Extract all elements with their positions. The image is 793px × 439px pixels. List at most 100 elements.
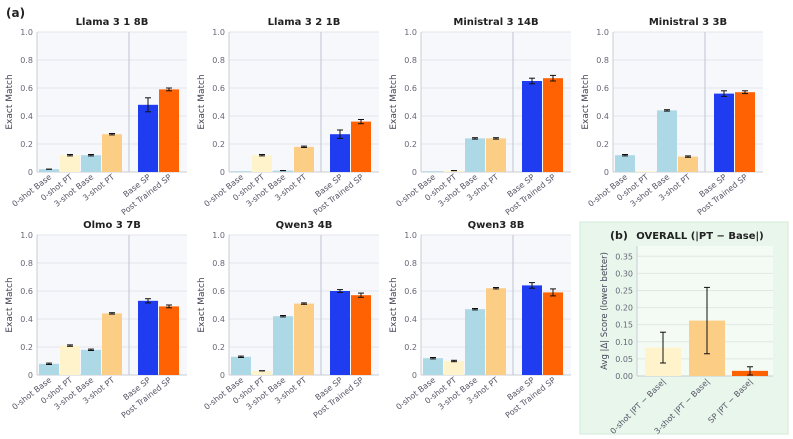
overall-panel: (b) OVERALL (|PT − Base|) 0.00 0.05 0.10 0.15… <box>579 221 789 436</box>
bar-0-shot-pt <box>636 171 656 172</box>
bar-3-shot-base <box>273 170 293 172</box>
y-tick-label: 0 <box>28 371 33 380</box>
panel-label-a: (a) <box>6 6 26 20</box>
subplot-title: Qwen3 4B <box>276 220 333 231</box>
bar-0-shot-base <box>423 171 443 172</box>
y-tick-label: 0.8 <box>212 259 225 268</box>
bar-0-shot-pt <box>252 370 272 375</box>
bar-base-sp <box>138 300 158 375</box>
bar-base-sp <box>522 285 542 375</box>
bar-0-shot-base <box>423 358 443 375</box>
y-tick-label: 0 <box>28 168 33 177</box>
bar-3-shot-base <box>657 110 677 172</box>
y-tick-label: 0.6 <box>20 84 33 93</box>
y-tick-label: 0.4 <box>20 315 33 324</box>
bar-0-shot-pt <box>444 361 464 375</box>
y-tick-label: 0.8 <box>20 259 33 268</box>
subplot-title: Llama 3 1 8B <box>76 17 149 28</box>
bar-post-trained-sp <box>543 292 563 375</box>
y-tick-label: 0.6 <box>404 287 417 296</box>
y-tick-label: 0.6 <box>20 287 33 296</box>
bar-0-shot-base <box>39 169 59 172</box>
subplot-title: OVERALL (|PT − Base|) <box>636 231 764 242</box>
y-tick-label: 0.6 <box>596 84 609 93</box>
y-tick-label: 0.00 <box>615 372 633 381</box>
y-tick-label: 0.8 <box>596 56 609 65</box>
y-tick-label: 1.0 <box>596 28 609 37</box>
panel-label-b: (b) <box>610 229 628 242</box>
y-tick-label: 0 <box>220 168 225 177</box>
y-tick-label: 1.0 <box>212 231 225 240</box>
y-tick-label: 0.2 <box>596 140 609 149</box>
y-tick-label: 0.4 <box>404 315 417 324</box>
y-axis-label: Exact Match <box>389 74 399 129</box>
y-tick-label: 0.8 <box>404 259 417 268</box>
y-tick-label: 0 <box>604 168 609 177</box>
y-tick-label: 0 <box>220 371 225 380</box>
y-tick-label: 0.6 <box>404 84 417 93</box>
y-axis-label: Exact Match <box>5 277 15 332</box>
bar-0-shot-base <box>231 356 251 375</box>
subplot-title: Qwen3 8B <box>468 220 525 231</box>
bar-post-trained-sp <box>159 306 179 375</box>
y-tick-label: 0.4 <box>212 112 225 121</box>
y-tick-label: 1.0 <box>20 231 33 240</box>
bar-3-shot-pt <box>102 313 122 375</box>
bar-base-sp <box>330 134 350 172</box>
y-tick-label: 0.2 <box>20 140 33 149</box>
y-tick-label: 0.2 <box>212 343 225 352</box>
subplot-title: Olmo 3 7B <box>83 220 141 231</box>
bar-post-trained-sp <box>351 121 371 172</box>
subplot-title: Llama 3 2 1B <box>268 17 341 28</box>
bar-0-shot-base <box>39 363 59 375</box>
y-tick-label: 0.6 <box>212 84 225 93</box>
bar-0-shot-pt <box>60 155 80 172</box>
subplot-title: Ministral 3 3B <box>649 17 727 28</box>
subplot-4: 0 0.2 0.4 0.6 0.8 1.0 Ministral 3 3B Exact Matc… <box>581 17 763 217</box>
y-tick-label: 0.4 <box>404 112 417 121</box>
bar-3-shot-pt <box>102 134 122 172</box>
bar-post-trained-sp <box>735 92 755 172</box>
y-tick-label: 0.10 <box>615 338 633 347</box>
bar-3-shot-base <box>273 316 293 375</box>
y-tick-label: 0 <box>412 168 417 177</box>
bar-0-shot-base <box>615 155 635 172</box>
y-tick-label: 0.8 <box>404 56 417 65</box>
bar-3-shot-pt <box>678 156 698 172</box>
bar-0-shot-pt <box>60 345 80 375</box>
y-axis-label: Exact Match <box>581 74 591 129</box>
y-tick-label: 1.0 <box>212 28 225 37</box>
y-axis-label: Exact Match <box>197 277 207 332</box>
bar-3-shot-base <box>81 155 101 172</box>
bar-post-trained-sp <box>351 295 371 375</box>
y-tick-label: 1.0 <box>20 28 33 37</box>
y-tick-label: 0.2 <box>404 140 417 149</box>
y-tick-label: 0.15 <box>615 321 633 330</box>
bar-3-shot-pt <box>486 138 506 172</box>
bar-base-sp <box>714 93 734 172</box>
y-tick-label: 1.0 <box>404 28 417 37</box>
y-tick-label: 0.30 <box>615 269 633 278</box>
y-tick-label: 0.6 <box>212 287 225 296</box>
bar-post-trained-sp <box>543 78 563 172</box>
y-axis-label: Avg |Δ| Score (lower better) <box>600 252 610 370</box>
bar-0-shot-pt <box>444 170 464 172</box>
bar-base-sp <box>522 81 542 172</box>
bar-3-shot-base <box>465 309 485 375</box>
bar-3-shot-pt <box>486 288 506 375</box>
bar-3-shot-pt <box>294 303 314 375</box>
y-tick-label: 0.4 <box>212 315 225 324</box>
bar-base-sp <box>138 104 158 172</box>
subplot-3: 0 0.2 0.4 0.6 0.8 1.0 Ministral 3 14B Exact Mat… <box>389 17 571 217</box>
y-tick-label: 0.25 <box>615 286 633 295</box>
y-tick-label: 0.20 <box>615 304 633 313</box>
y-tick-label: 0.05 <box>615 355 633 364</box>
y-tick-label: 0.2 <box>404 343 417 352</box>
bar-3-shot-base <box>81 349 101 375</box>
y-tick-label: 0.35 <box>615 252 633 261</box>
